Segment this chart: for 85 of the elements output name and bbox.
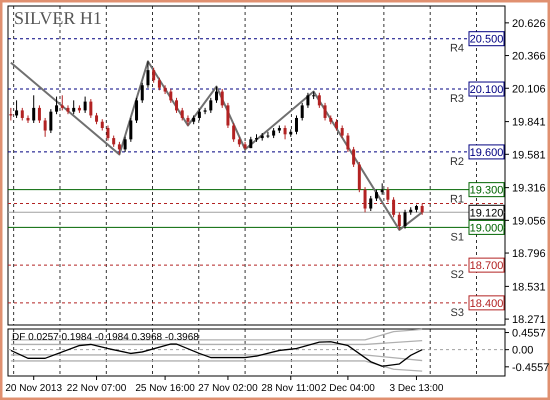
candlestick xyxy=(129,117,132,142)
candlestick xyxy=(209,97,212,114)
y-tick-label: 19.056 xyxy=(512,215,546,228)
candlestick xyxy=(158,77,161,91)
y-tick-label: 0.4557 xyxy=(512,328,546,340)
candlestick xyxy=(220,88,224,108)
candlestick xyxy=(146,60,150,88)
y-tick-label: 18.796 xyxy=(512,248,546,260)
candlestick xyxy=(38,104,41,124)
candlestick xyxy=(374,189,378,202)
candlestick xyxy=(112,135,116,148)
x-tick-label: 20 Nov 2013 xyxy=(5,383,62,394)
candlestick xyxy=(238,136,241,148)
candlestick xyxy=(226,102,230,129)
candlestick xyxy=(318,92,321,108)
candlestick xyxy=(100,118,104,132)
candlestick xyxy=(294,114,298,135)
annotation: R1 xyxy=(450,194,464,206)
x-tick-label: 2 Dec 04:00 xyxy=(320,383,376,394)
y-tick-label: 0.00 xyxy=(512,344,534,357)
candlestick xyxy=(324,102,327,121)
candlestick xyxy=(152,67,156,84)
candlestick xyxy=(334,118,338,132)
candlestick xyxy=(404,209,407,230)
candlestick xyxy=(89,98,92,118)
line-series xyxy=(10,60,424,231)
candlestick xyxy=(232,122,236,142)
candlestick xyxy=(306,92,310,108)
candlestick xyxy=(175,97,178,114)
x-tick-label: 27 Nov 02:00 xyxy=(198,383,258,394)
candlestick xyxy=(44,117,47,138)
candlestick xyxy=(60,94,64,111)
x-tick-label: 25 Nov 16:00 xyxy=(135,383,196,394)
candlestick xyxy=(118,141,121,155)
x-tick-label: 3 Dec 13:00 xyxy=(389,383,444,394)
candlestick xyxy=(32,94,36,124)
annotation: S3 xyxy=(450,306,464,319)
chart-title: DF 0.0257 0.1984 -0.1984 0.3968 -0.3968 xyxy=(12,332,200,343)
y-tick-label: 19.581 xyxy=(512,149,546,162)
candlestick xyxy=(124,136,127,152)
ref-line-label: 19.600 xyxy=(470,146,504,159)
y-tick-label: 20.626 xyxy=(512,18,546,30)
candlestick xyxy=(49,108,52,134)
x-tick-label: 22 Nov 07:00 xyxy=(66,383,127,394)
annotation: R3 xyxy=(450,93,464,106)
annotation: R2 xyxy=(450,156,464,168)
candlestick xyxy=(95,112,98,125)
candlestick xyxy=(169,88,172,104)
candlestick xyxy=(284,125,287,140)
y-tick-label: 20.106 xyxy=(512,83,546,96)
annotation: S2 xyxy=(450,269,464,282)
candlestick xyxy=(186,114,190,126)
candlestick xyxy=(392,196,396,218)
candlestick xyxy=(72,100,76,115)
candlestick xyxy=(398,212,401,230)
candlestick xyxy=(106,125,110,142)
candlestick xyxy=(215,86,218,104)
candlestick xyxy=(180,107,184,121)
candlestick xyxy=(135,97,138,124)
ref-line-label: 20.500 xyxy=(470,34,504,46)
candlestick xyxy=(84,96,87,114)
candlestick xyxy=(369,195,372,212)
candlestick xyxy=(9,107,12,121)
ref-line-label: 19.000 xyxy=(470,222,504,234)
ref-line-label: 20.100 xyxy=(470,84,504,96)
ref-line-label: 19.300 xyxy=(470,184,504,197)
candlestick xyxy=(352,146,356,168)
y-tick-label: 19.316 xyxy=(512,182,546,195)
candlestick xyxy=(20,107,24,121)
annotation: R4 xyxy=(450,42,464,55)
candlestick xyxy=(346,132,350,152)
y-tick-label: 18.271 xyxy=(512,314,546,326)
ref-line-label: 18.700 xyxy=(470,260,504,272)
candlestick xyxy=(300,102,304,121)
x-tick-label: 28 Nov 11:00 xyxy=(261,383,321,394)
annotation: S1 xyxy=(450,231,464,244)
candlestick xyxy=(140,82,144,104)
candlestick xyxy=(272,128,276,139)
ref-line-label: 19.120 xyxy=(470,207,504,220)
y-tick-label: 20.366 xyxy=(512,50,546,63)
ref-line-label: 18.400 xyxy=(470,298,504,310)
y-tick-label: 19.841 xyxy=(512,116,546,129)
candlestick xyxy=(340,125,344,139)
chart-title: SILVER H1 xyxy=(14,8,102,28)
y-tick-label: 18.531 xyxy=(512,281,546,294)
